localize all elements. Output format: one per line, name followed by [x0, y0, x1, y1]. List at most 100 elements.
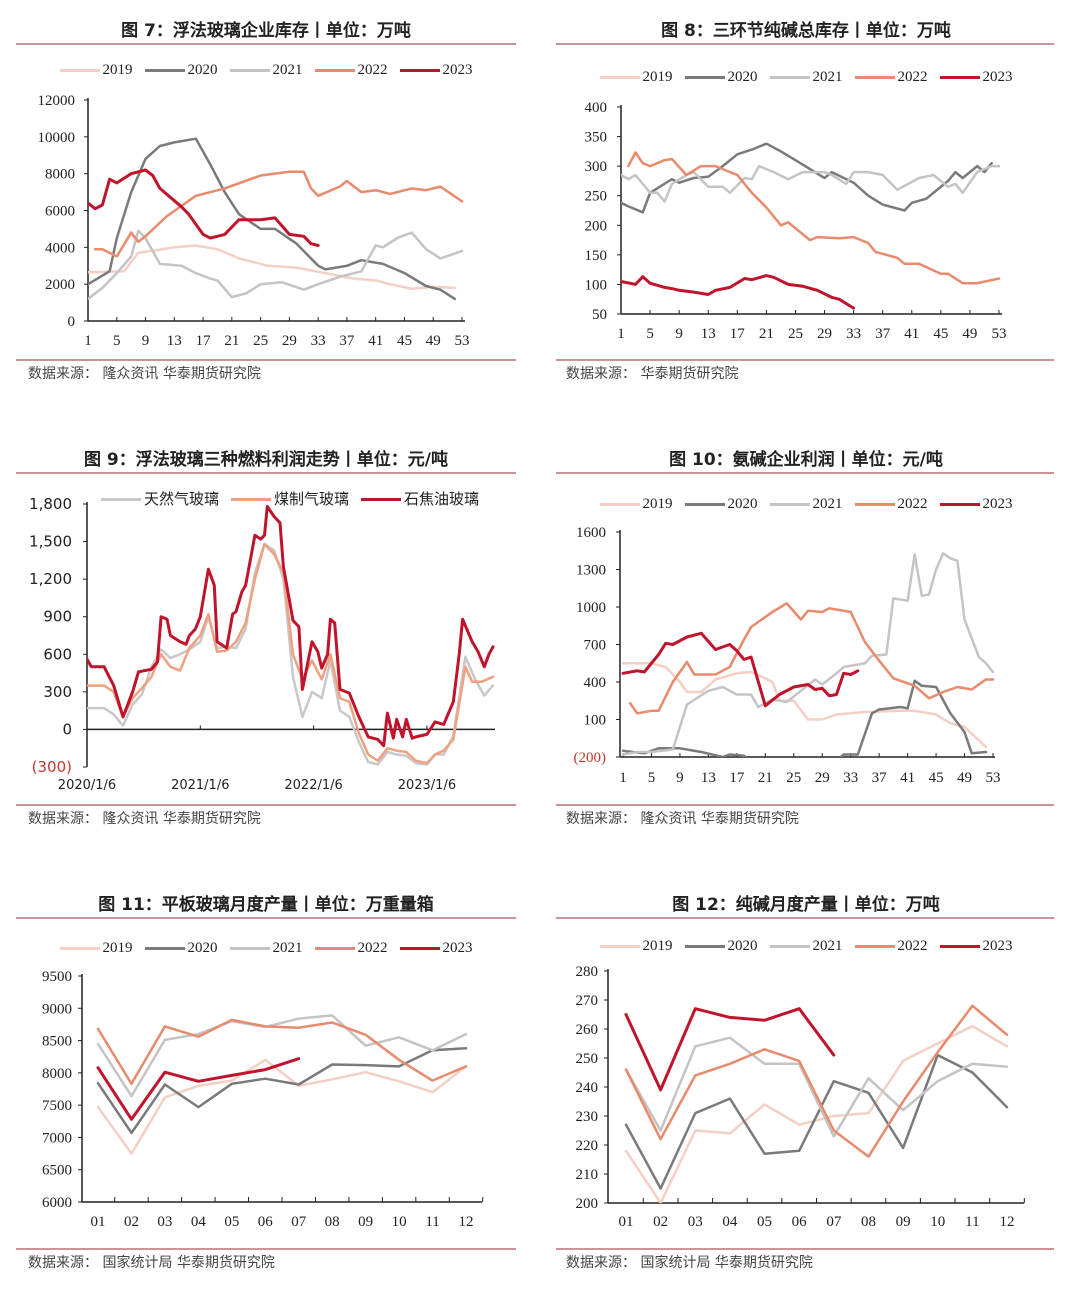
- legend-swatch: [854, 75, 895, 79]
- figure-8-title-rule: [556, 43, 1054, 45]
- series-line-2021: [88, 229, 464, 301]
- legend-item: 2023: [399, 61, 473, 79]
- y-tick-label: 1,500: [29, 533, 72, 551]
- y-tick-label: 1600: [576, 525, 606, 541]
- legend-label: 2022: [897, 938, 928, 954]
- figure-12-legend: 2019 2020 2021 2022 2023: [556, 937, 1056, 955]
- legend-label: 2022: [357, 62, 388, 78]
- x-tick-label: 9: [676, 770, 684, 786]
- legend-item: 2020: [684, 937, 758, 955]
- series-line-2022: [628, 602, 995, 715]
- legend-item: 2022: [854, 68, 928, 86]
- series-line-2019: [624, 1024, 1009, 1203]
- legend-swatch: [144, 946, 185, 950]
- legend-item: 2020: [684, 495, 758, 513]
- legend-label: 2020: [727, 69, 758, 85]
- x-tick-label: 37: [875, 326, 891, 342]
- x-tick-label: 09: [896, 1214, 911, 1230]
- x-tick-label: 17: [730, 326, 746, 342]
- legend-label: 2019: [642, 938, 673, 954]
- y-tick-label: 2000: [45, 277, 75, 293]
- series-line-2020: [621, 142, 993, 214]
- legend-swatch: [769, 944, 810, 948]
- x-tick-label: 45: [929, 770, 944, 786]
- series-line-2022: [627, 151, 1001, 285]
- x-tick-label: 41: [368, 333, 383, 349]
- x-tick-label: 06: [792, 1214, 808, 1230]
- x-tick-label: 9: [675, 326, 683, 342]
- legend-item: 2022: [314, 939, 388, 957]
- legend-swatch: [399, 68, 440, 72]
- x-tick-label: 02: [653, 1214, 668, 1230]
- legend-swatch: [599, 75, 640, 79]
- figure-10-source: 数据来源： 隆众资讯 华泰期货研究院: [566, 811, 799, 827]
- figure-10-source-rule: [556, 804, 1054, 806]
- legend-swatch: [684, 502, 725, 506]
- x-tick-label: 05: [757, 1214, 772, 1230]
- x-tick-label: 13: [701, 770, 716, 786]
- x-tick-label: 02: [124, 1214, 139, 1230]
- x-tick-label: 29: [815, 770, 830, 786]
- x-tick-label: 41: [900, 770, 915, 786]
- y-tick-label: 1,200: [29, 570, 72, 588]
- legend-label: 2021: [812, 496, 843, 512]
- x-tick-label: 08: [325, 1214, 340, 1230]
- legend-item: 2020: [684, 68, 758, 86]
- legend-label: 2021: [272, 940, 303, 956]
- legend-swatch: [399, 946, 440, 950]
- legend-item: 2019: [59, 61, 133, 79]
- figure-7-legend: 2019 2020 2021 2022 2023: [16, 61, 516, 79]
- figure-11-source: 数据来源： 国家统计局 华泰期货研究院: [28, 1255, 275, 1271]
- x-tick-label: 5: [113, 333, 121, 349]
- y-tick-label: 400: [585, 100, 608, 116]
- x-tick-label: 06: [258, 1214, 274, 1230]
- figure-11-legend: 2019 2020 2021 2022 2023: [16, 939, 516, 957]
- x-tick-label: 45: [933, 326, 948, 342]
- y-tick-label: 200: [585, 218, 608, 234]
- x-tick-label: 07: [826, 1214, 842, 1230]
- legend-label: 2022: [897, 69, 928, 85]
- figure-8-source-rule: [556, 359, 1054, 361]
- legend-label: 2019: [102, 940, 133, 956]
- legend-swatch: [854, 502, 895, 506]
- figure-9-title: 图 9：浮法玻璃三种燃料利润走势丨单位：元/吨: [84, 450, 448, 470]
- legend-item: 2021: [769, 68, 843, 86]
- y-tick-label: 9500: [42, 969, 72, 985]
- x-tick-label: 29: [282, 333, 297, 349]
- series-line-2023: [96, 1057, 301, 1121]
- series-line-天然气玻璃: [87, 542, 495, 766]
- y-tick-label: 260: [576, 1022, 599, 1038]
- x-tick-label: 49: [962, 326, 977, 342]
- legend-swatch: [314, 946, 355, 950]
- legend-item: 2021: [769, 495, 843, 513]
- chart-12: 200 210 220 230 240 250 260 270 280 01 02 03 04 05 06 0…: [576, 964, 1025, 1230]
- x-tick-label: 49: [426, 333, 441, 349]
- x-tick-label: 45: [397, 333, 412, 349]
- chart-11: 6000 6500 7000 7500 8000 8500 9000 9500 01 02 03 04…: [42, 969, 484, 1230]
- figure-11-source-rule: [16, 1248, 516, 1250]
- y-tick-label: 6500: [42, 1163, 72, 1179]
- y-tick-label: 0: [68, 314, 76, 330]
- legend-item: 2021: [769, 937, 843, 955]
- x-tick-label: 1: [84, 333, 92, 349]
- y-tick-label: 300: [43, 683, 72, 701]
- legend-item: 2023: [939, 495, 1013, 513]
- y-tick-label: 100: [584, 713, 607, 729]
- y-tick-label: 4000: [45, 240, 75, 256]
- x-tick-label: 25: [786, 770, 801, 786]
- x-tick-label: 01: [619, 1214, 634, 1230]
- y-tick-label: 8000: [42, 1066, 72, 1082]
- figure-9-source-rule: [16, 804, 516, 806]
- legend-item: 2020: [144, 939, 218, 957]
- legend-label: 2023: [442, 62, 473, 78]
- x-tick-label: 04: [722, 1214, 738, 1230]
- y-tick-label: 250: [576, 1051, 599, 1067]
- legend-item: 2021: [229, 61, 303, 79]
- y-tick-label: 0: [62, 720, 72, 738]
- series-line-2021: [624, 1036, 1009, 1138]
- y-tick-label: 1300: [576, 563, 606, 579]
- x-tick-label: 08: [861, 1214, 876, 1230]
- series-line-2020: [96, 1047, 468, 1135]
